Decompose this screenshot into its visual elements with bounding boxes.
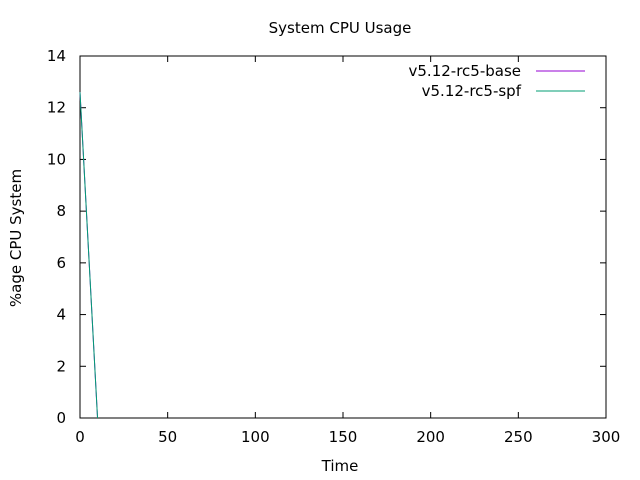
x-tick-label: 300: [592, 428, 621, 446]
y-tick-label: 12: [47, 99, 66, 117]
x-axis-label: Time: [321, 457, 359, 475]
x-tick-label: 50: [158, 428, 177, 446]
y-axis-ticks: 0 2 4 6 8 10 12 14: [47, 47, 606, 427]
plot-frame: [79, 55, 607, 419]
legend-label: v5.12-rc5-base: [409, 62, 522, 80]
legend: v5.12-rc5-base v5.12-rc5-spf: [409, 62, 585, 100]
legend-label: v5.12-rc5-spf: [422, 82, 522, 100]
y-tick-label: 14: [47, 47, 66, 65]
x-tick-label: 150: [329, 428, 358, 446]
y-tick-label: 10: [47, 150, 66, 168]
y-tick-label: 8: [56, 202, 66, 220]
x-tick-label: 100: [241, 428, 270, 446]
x-tick-label: 250: [504, 428, 533, 446]
y-tick-label: 6: [56, 254, 66, 272]
y-tick-label: 4: [56, 306, 66, 324]
x-tick-label: 200: [416, 428, 445, 446]
x-axis-ticks: 0 50 100 150 200 250 300: [75, 56, 620, 446]
y-tick-label: 0: [56, 409, 66, 427]
y-axis-label: %age CPU System: [7, 169, 25, 307]
y-tick-label: 2: [56, 357, 66, 375]
series-layer: [79, 92, 99, 419]
chart-title: System CPU Usage: [269, 19, 412, 37]
series-line-2: [79, 92, 99, 419]
x-tick-label: 0: [75, 428, 85, 446]
